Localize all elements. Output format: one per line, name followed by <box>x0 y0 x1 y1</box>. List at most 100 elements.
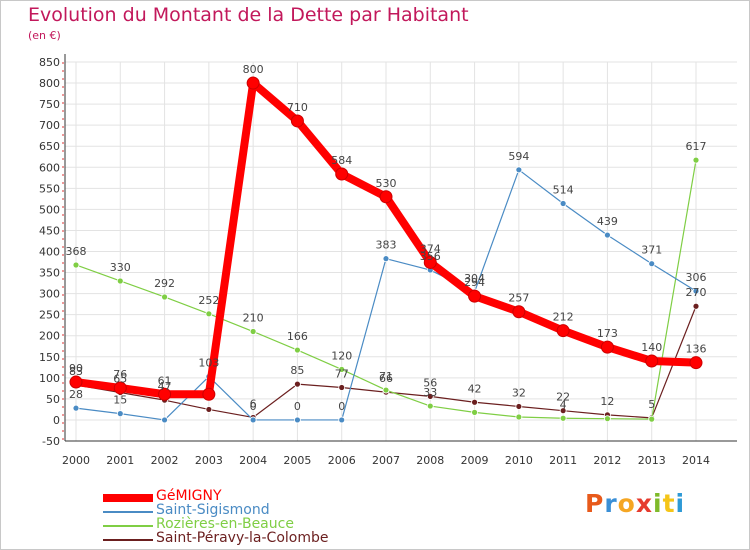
data-label: 76 <box>113 368 127 381</box>
data-label: 120 <box>331 349 352 362</box>
logo-letter: r <box>604 489 618 518</box>
data-label: 368 <box>66 245 87 258</box>
y-tick-label: 50 <box>46 393 60 406</box>
data-point <box>72 261 80 269</box>
x-tick-label: 2011 <box>549 454 577 467</box>
data-point <box>471 408 478 416</box>
y-tick-label: 650 <box>39 140 60 153</box>
data-point <box>116 410 124 418</box>
data-point <box>468 289 482 303</box>
data-point <box>426 402 434 410</box>
data-label: 0 <box>294 400 301 413</box>
y-tick-label: 250 <box>39 309 60 322</box>
proxiti-logo: Proxiti <box>585 489 685 518</box>
data-label: 71 <box>379 370 393 383</box>
data-label: 594 <box>508 150 529 163</box>
y-tick-label: 300 <box>39 288 60 301</box>
data-point <box>559 414 567 422</box>
data-label: 56 <box>423 376 437 389</box>
data-point <box>692 156 700 164</box>
y-tick-label: 850 <box>39 56 60 69</box>
data-point <box>604 415 611 423</box>
data-label: 32 <box>512 386 526 399</box>
data-label: 77 <box>335 368 349 381</box>
data-label: 212 <box>553 311 574 324</box>
x-tick-label: 2008 <box>416 454 444 467</box>
data-label: 617 <box>686 140 707 153</box>
y-tick-label: 550 <box>39 182 60 195</box>
data-point <box>471 398 478 406</box>
y-tick-label: 800 <box>39 77 60 90</box>
data-label: 292 <box>154 277 175 290</box>
data-point <box>246 76 260 90</box>
legend-label: Saint-Sigismond <box>156 502 270 518</box>
data-label: 0 <box>250 400 257 413</box>
legend-swatch <box>103 494 153 502</box>
data-point <box>202 387 216 401</box>
logo-letter: t <box>662 489 676 518</box>
legend-label: Saint-Péravy-la-Colombe <box>156 530 329 546</box>
y-tick-label: 750 <box>39 98 60 111</box>
y-tick-label: 450 <box>39 224 60 237</box>
x-tick-label: 2012 <box>593 454 621 467</box>
data-label: 42 <box>468 382 482 395</box>
data-label: 5 <box>648 398 655 411</box>
data-point <box>382 255 390 263</box>
data-point <box>294 380 301 388</box>
x-tick-label: 2013 <box>638 454 666 467</box>
data-label: 33 <box>423 386 437 399</box>
data-point <box>158 387 172 401</box>
data-label: 374 <box>420 242 441 255</box>
data-label: 22 <box>556 391 570 404</box>
data-point <box>290 114 304 128</box>
data-point <box>556 324 570 338</box>
data-point <box>249 416 257 424</box>
data-point <box>161 293 168 301</box>
data-point <box>338 384 346 391</box>
y-tick-label: 150 <box>39 351 60 364</box>
data-point <box>205 310 213 318</box>
data-label: 136 <box>686 343 707 356</box>
x-tick-label: 2003 <box>195 454 223 467</box>
logo-letter: i <box>675 489 686 518</box>
y-tick-label: 200 <box>39 330 60 343</box>
data-point <box>382 386 390 394</box>
logo-letter: i <box>653 489 663 518</box>
data-label: 252 <box>198 294 219 307</box>
data-label: 0 <box>338 400 345 413</box>
y-tick-label: 600 <box>39 161 60 174</box>
data-point <box>559 407 567 415</box>
logo-letter: o <box>617 489 636 518</box>
data-label: 306 <box>686 271 707 284</box>
data-label: 304 <box>464 272 485 285</box>
legend-swatch <box>103 511 153 513</box>
data-point <box>69 375 83 389</box>
y-tick-label: 0 <box>53 414 60 427</box>
data-label: 140 <box>641 341 662 354</box>
data-label: 12 <box>600 395 614 408</box>
data-label: 800 <box>243 63 264 76</box>
data-label: 514 <box>553 183 574 196</box>
data-label: 270 <box>686 286 707 299</box>
x-tick-label: 2005 <box>283 454 311 467</box>
data-point <box>249 328 257 335</box>
x-tick-label: 2014 <box>682 454 710 467</box>
x-tick-label: 2002 <box>151 454 179 467</box>
data-label: 4 <box>560 398 567 411</box>
data-point <box>294 416 301 424</box>
data-point <box>294 346 301 354</box>
data-point <box>426 392 434 400</box>
data-label: 47 <box>158 380 172 393</box>
data-point <box>116 277 124 285</box>
data-label: 439 <box>597 215 618 228</box>
data-point <box>604 231 611 239</box>
data-label: 257 <box>508 292 529 305</box>
data-label: 530 <box>376 177 397 190</box>
legend-label: Rozières-en-Beauce <box>156 516 294 532</box>
data-point <box>515 166 523 174</box>
y-tick-label: 400 <box>39 246 60 259</box>
data-label: 371 <box>641 244 662 257</box>
data-point <box>338 416 346 424</box>
y-tick-label: 500 <box>39 203 60 216</box>
